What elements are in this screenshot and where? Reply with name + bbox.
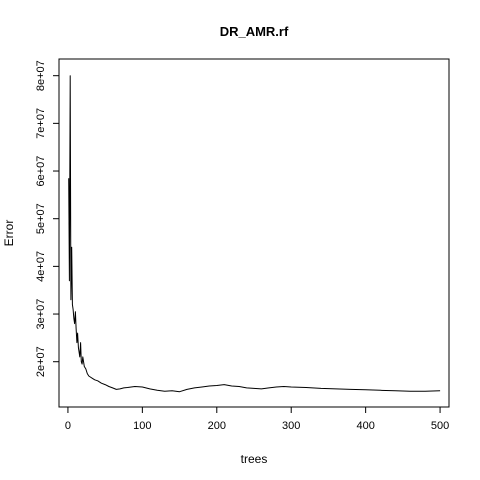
x-tick-label: 300 [282, 420, 300, 432]
y-tick-label: 3e+07 [35, 299, 47, 330]
y-tick-label: 7e+07 [35, 108, 47, 139]
x-tick-label: 0 [65, 420, 71, 432]
series-layer [68, 75, 441, 393]
y-tick-label: 8e+07 [35, 60, 47, 91]
x-tick-label: 200 [208, 420, 226, 432]
error-series-line [68, 75, 441, 393]
chart-title: DR_AMR.rf [220, 24, 289, 39]
y-tick-label: 4e+07 [35, 251, 47, 282]
y-tick-label: 5e+07 [35, 203, 47, 234]
plot-frame [58, 58, 450, 408]
y-axis-title: Error [2, 220, 16, 247]
y-axis: 2e+07 3e+07 4e+07 5e+07 6e+07 7e+07 8e+07 [35, 60, 60, 377]
x-axis-title: trees [241, 452, 268, 466]
x-tick-label: 500 [431, 420, 449, 432]
y-tick-label: 6e+07 [35, 156, 47, 187]
y-tick-label: 2e+07 [35, 346, 47, 377]
x-axis: 0 100 200 300 400 500 [65, 406, 449, 432]
x-tick-label: 400 [356, 420, 374, 432]
x-tick-label: 100 [133, 420, 151, 432]
